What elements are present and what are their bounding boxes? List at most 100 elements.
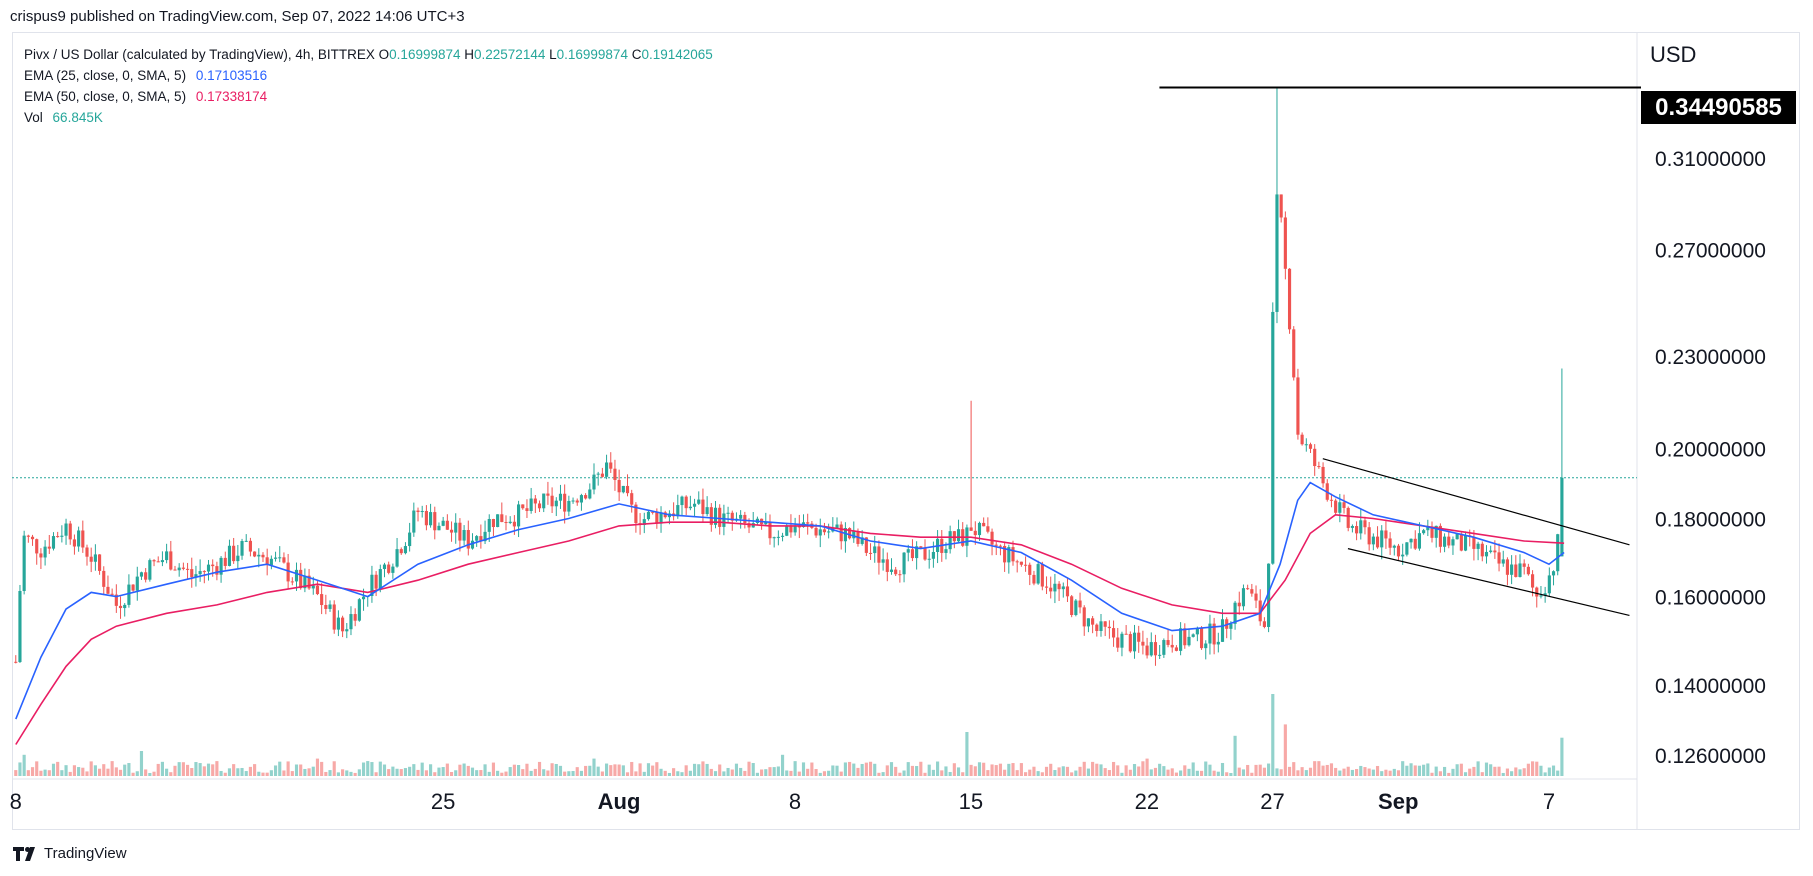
candle-body: [361, 596, 366, 600]
legend-ema50-row[interactable]: EMA (50, close, 0, SMA, 5) 0.17338174: [24, 86, 713, 107]
volume-label: Vol: [24, 110, 43, 125]
volume-bar: [299, 764, 303, 776]
candle-body: [152, 560, 156, 562]
volume-bar: [1430, 772, 1434, 776]
candle-body: [1128, 634, 1132, 652]
candle-body: [1350, 526, 1354, 528]
axis-currency-label[interactable]: USD: [1650, 42, 1697, 67]
volume-bar: [1074, 770, 1078, 776]
volume-bar: [1363, 767, 1367, 776]
candle-body: [1116, 637, 1120, 648]
volume-bar: [160, 761, 164, 776]
candle-body: [1518, 563, 1522, 577]
volume-bar: [1262, 767, 1266, 776]
volume-bar: [705, 763, 709, 776]
candle-body: [77, 530, 81, 547]
volume-bar: [797, 771, 801, 776]
volume-bar: [227, 768, 232, 776]
volume-bar: [114, 767, 118, 776]
candle-body: [1405, 542, 1409, 555]
volume-bar: [659, 768, 663, 776]
candle-body: [219, 557, 223, 575]
volume-bar: [89, 761, 93, 776]
volume-bar: [1275, 768, 1279, 776]
ema25-label: EMA (25, close, 0, SMA, 5): [24, 68, 187, 83]
candle-body: [776, 536, 780, 538]
candle-body: [102, 570, 106, 587]
ohlc-close-label: C: [631, 47, 642, 62]
candle-body: [1522, 563, 1526, 567]
volume-bar: [496, 770, 500, 776]
candle-body: [915, 546, 919, 559]
candle-body: [709, 507, 713, 525]
volume-bar: [206, 763, 211, 776]
volume-bar: [1359, 765, 1363, 776]
time-tick-label: 8: [10, 789, 22, 814]
legend-ema25-row[interactable]: EMA (25, close, 0, SMA, 5) 0.17103516: [24, 65, 713, 86]
tradingview-logo[interactable]: TradingView: [13, 845, 127, 862]
candle-body: [135, 576, 139, 591]
volume-bar: [39, 770, 43, 776]
volume-bar: [533, 768, 537, 776]
legend-volume-row[interactable]: Vol 66.845K: [24, 107, 713, 128]
candle-body: [26, 535, 30, 537]
candle-body: [173, 569, 177, 571]
volume-bar: [1510, 771, 1514, 776]
volume-bar: [98, 768, 102, 776]
candle-body: [387, 564, 391, 573]
volume-bar: [1539, 765, 1543, 776]
candle-body: [1443, 536, 1447, 547]
candle-body: [969, 527, 973, 531]
candle-body: [546, 493, 550, 496]
candle-body: [659, 512, 663, 524]
candle-body: [236, 555, 240, 562]
candle-body: [449, 529, 454, 533]
candle-body: [1321, 466, 1325, 484]
candle-body: [1510, 564, 1514, 575]
volume-bar: [672, 768, 676, 776]
volume-bar: [1321, 765, 1325, 776]
volume-bar: [1380, 771, 1384, 776]
volume-bar: [240, 767, 244, 776]
candle-body: [240, 541, 244, 556]
volume-bar: [600, 771, 604, 776]
volume-bar: [1036, 771, 1040, 776]
candle-body: [1183, 628, 1187, 646]
candle-body: [655, 512, 659, 524]
candle-body: [1132, 632, 1137, 652]
volume-bar: [952, 763, 956, 776]
volume-bar: [51, 763, 56, 776]
ema50-label: EMA (50, close, 0, SMA, 5): [24, 89, 187, 104]
candle-body: [843, 528, 847, 542]
candle-body: [1338, 502, 1342, 513]
candle-body: [1455, 533, 1459, 540]
volume-bar: [265, 772, 269, 776]
price-tick-label: 0.20000000: [1655, 439, 1766, 462]
ema25-line: [15, 481, 1565, 720]
volume-bar: [173, 765, 177, 776]
volume-bar: [412, 764, 416, 776]
candle-body: [127, 584, 131, 605]
volume-bar: [408, 766, 412, 776]
volume-bar: [986, 770, 990, 776]
volume-bar: [1116, 765, 1120, 776]
candle-body: [571, 500, 575, 502]
volume-bar: [445, 763, 449, 776]
candle-body: [382, 564, 387, 570]
candle-body: [797, 526, 801, 528]
candle-body: [198, 571, 202, 575]
volume-bar: [211, 764, 215, 776]
volume-bar: [881, 772, 885, 776]
volume-bar: [1145, 758, 1149, 776]
volume-bar: [697, 764, 701, 776]
volume-bar: [743, 770, 747, 776]
price-axis-labels: 0.12600000 0.14000000 0.16000000 0.18000000…: [1655, 148, 1766, 768]
candle-body: [123, 604, 127, 609]
volume-bar: [1204, 761, 1208, 776]
candle-body: [1413, 538, 1417, 549]
volume-bar: [1107, 770, 1111, 776]
volume-bar: [1531, 761, 1535, 776]
volume-bar: [43, 769, 47, 776]
volume-bar: [1493, 766, 1497, 776]
